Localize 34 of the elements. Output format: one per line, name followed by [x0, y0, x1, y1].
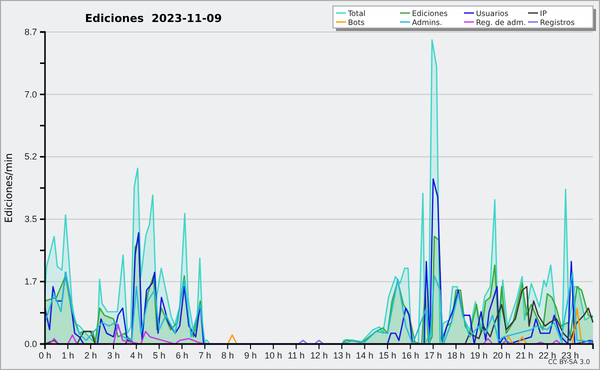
- x-tick-label: 12 h: [310, 350, 328, 360]
- x-tick-label: 1 h: [62, 350, 74, 360]
- x-tick-label: 22 h: [538, 350, 556, 360]
- x-tick-label: 13 h: [333, 350, 351, 360]
- x-tick-label: 11 h: [288, 350, 305, 360]
- x-tick-label: 16 h: [402, 350, 420, 360]
- x-tick-label: 3 h: [107, 350, 120, 360]
- x-tick-label: 8 h: [221, 350, 234, 360]
- line-series: [44, 178, 594, 345]
- x-tick-label: 4 h: [130, 350, 143, 360]
- x-tick-label: 18 h: [447, 350, 465, 360]
- x-tick-label: 9 h: [244, 350, 257, 360]
- x-tick-label: 10 h: [264, 350, 282, 360]
- x-tick-label: 0 h: [38, 350, 52, 360]
- x-tick-label: 6 h: [176, 350, 188, 360]
- y-tick-label: 1.7: [24, 276, 37, 286]
- x-tick-label: 20 h: [492, 350, 510, 360]
- x-tick-label: 17 h: [424, 350, 442, 360]
- y-tick-label: 3.5: [24, 214, 37, 224]
- y-tick-label: 5.2: [24, 152, 37, 162]
- x-tick-label: 15 h: [378, 350, 396, 360]
- x-tick-label: 14 h: [356, 350, 374, 360]
- x-tick-label: 23 h: [561, 350, 579, 360]
- x-tick-label: 5 h: [152, 350, 166, 360]
- x-tick-label: 2 h: [84, 350, 97, 360]
- x-tick-label: 7 h: [198, 350, 212, 360]
- y-tick-label: 8.7: [24, 26, 37, 37]
- y-tick-label: 7.0: [24, 89, 37, 100]
- line-series: [44, 272, 594, 345]
- y-axis-title: Ediciones/min: [4, 153, 15, 223]
- x-tick-label: 21 h: [516, 350, 534, 360]
- chart-title: Ediciones 2023-11-09: [85, 12, 222, 25]
- y-tick-label: 0.0: [24, 338, 37, 349]
- x-tick-label: 19 h: [470, 350, 488, 360]
